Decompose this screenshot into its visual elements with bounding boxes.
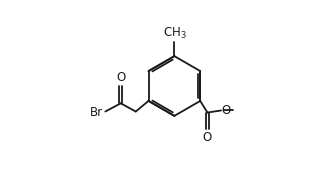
Text: CH$_3$: CH$_3$ <box>163 26 186 41</box>
Text: O: O <box>222 104 231 117</box>
Text: O: O <box>116 71 125 84</box>
Text: Br: Br <box>90 106 103 119</box>
Text: O: O <box>203 131 212 144</box>
